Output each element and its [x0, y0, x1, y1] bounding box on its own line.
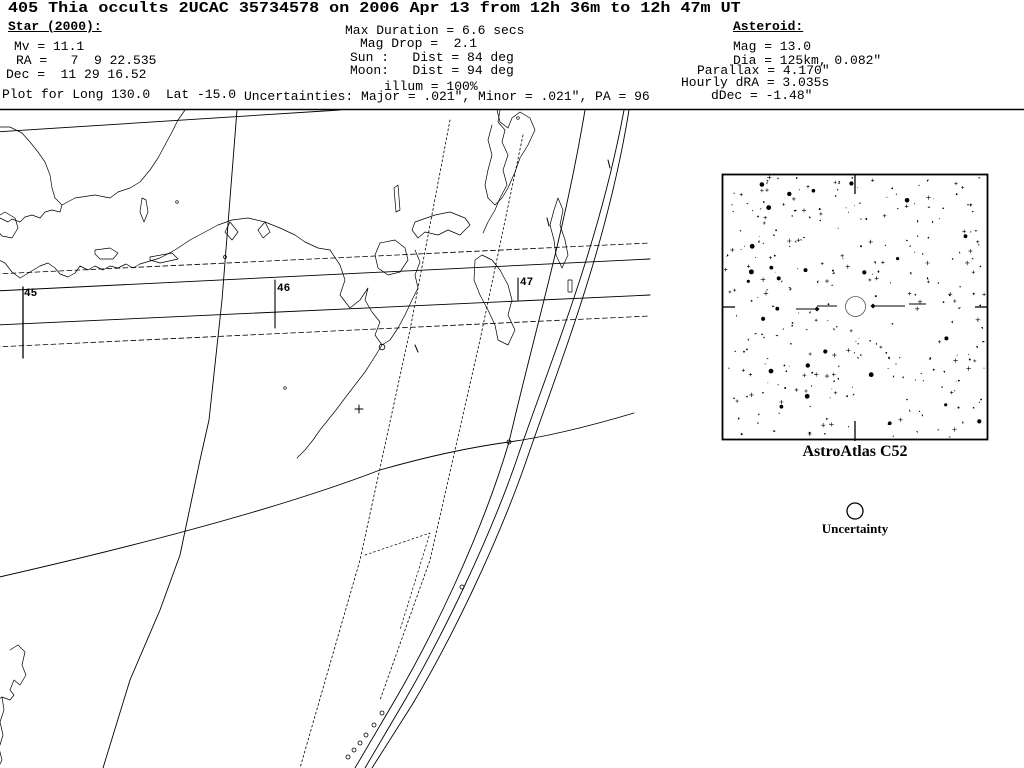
svg-text:45: 45	[24, 288, 38, 300]
svg-text:47: 47	[520, 277, 533, 289]
svg-text:46: 46	[277, 283, 290, 295]
